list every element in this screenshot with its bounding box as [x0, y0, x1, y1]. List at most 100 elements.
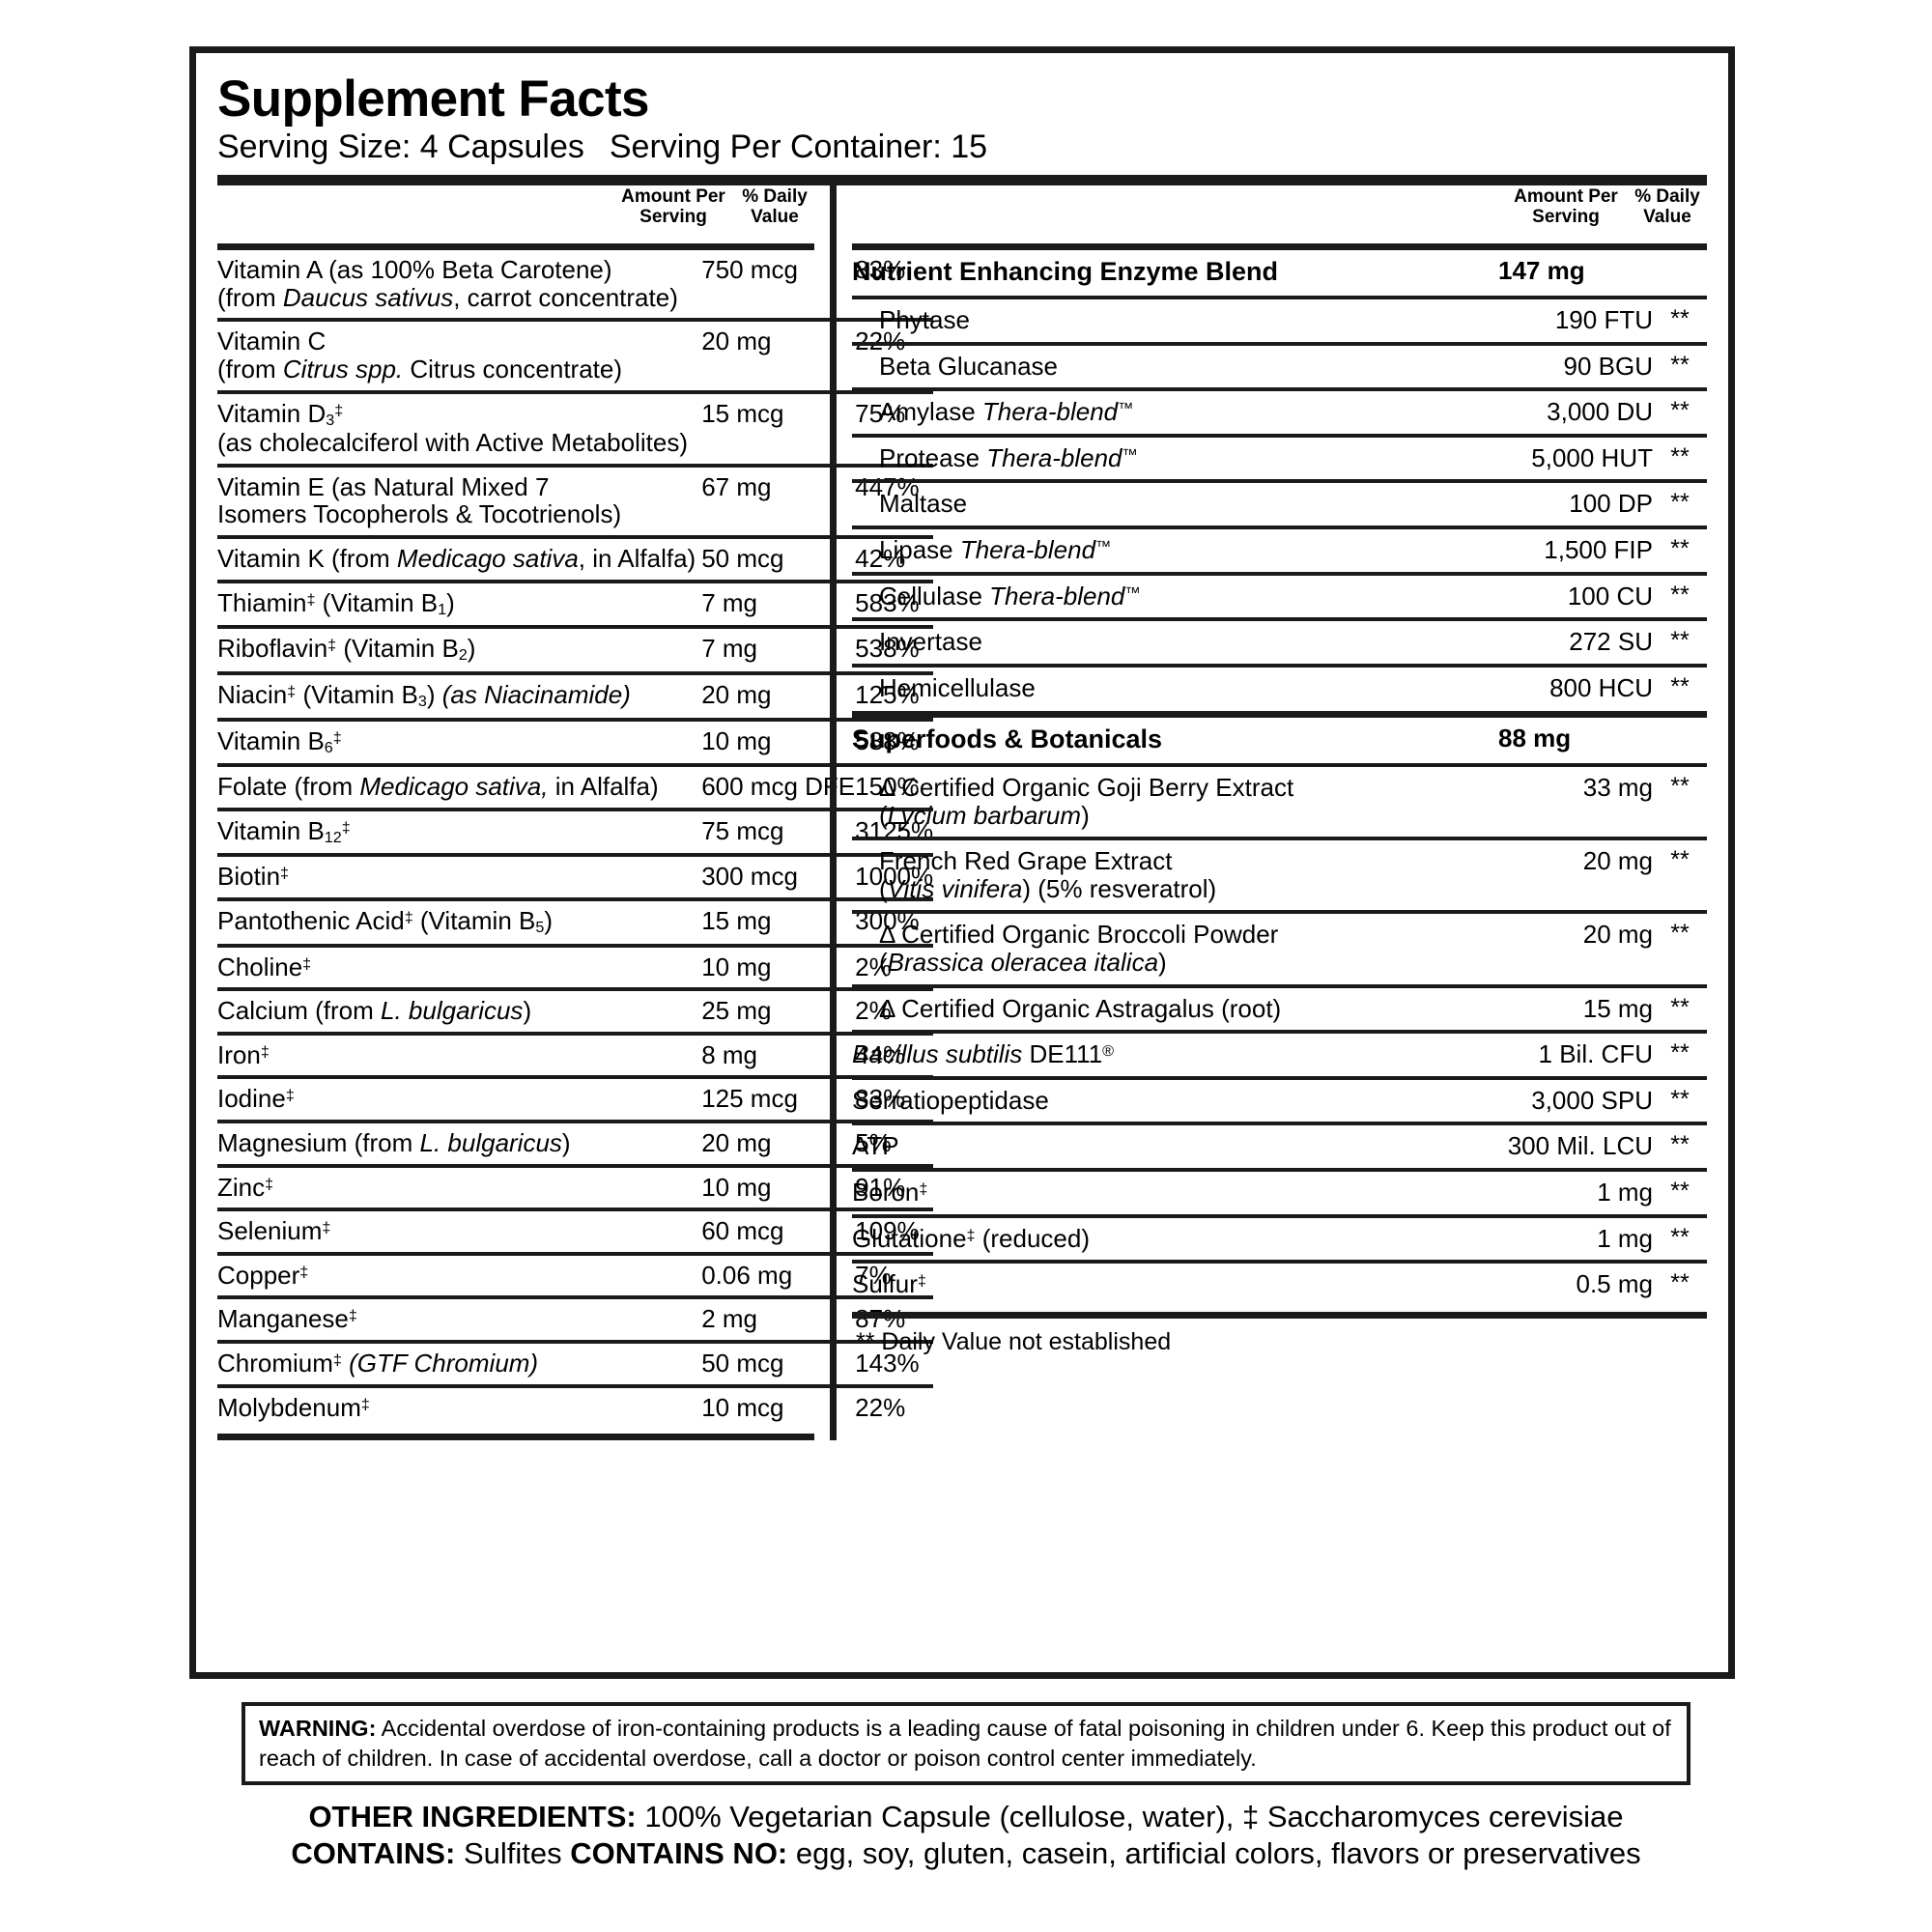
- row-divider: [852, 1213, 1707, 1218]
- table-row: Boron‡ 1 mg **: [852, 1171, 1707, 1215]
- table-row: Copper‡ 0.06 mg 7%: [217, 1255, 933, 1297]
- enzyme-dv: **: [1670, 304, 1690, 332]
- superfood-dv: **: [1670, 1269, 1690, 1297]
- row-divider: [852, 1075, 1707, 1080]
- superfood-dv: **: [1670, 1131, 1690, 1159]
- nutrient-amount: 300 mcg: [701, 862, 798, 892]
- other-ingredients-line: OTHER INGREDIENTS: 100% Vegetarian Capsu…: [0, 1799, 1932, 1835]
- row-divider: [852, 1030, 1707, 1035]
- enzyme-name: Lipase Thera-blend™: [879, 534, 1112, 564]
- superfood-name: Sulfur‡: [852, 1269, 926, 1299]
- table-row: Cellulase Thera-blend™ 100 CU **: [852, 575, 1707, 619]
- amount-per-serving-header: Amount Per Serving: [621, 186, 725, 227]
- row-divider: [217, 463, 934, 468]
- warning-line-1: Accidental overdose of iron-containing p…: [381, 1716, 1485, 1741]
- row-divider: [217, 1383, 934, 1388]
- other-ingredients-block: OTHER INGREDIENTS: 100% Vegetarian Capsu…: [0, 1799, 1932, 1872]
- row-divider: [217, 763, 934, 768]
- enzyme-amount: 5,000 HUT: [1531, 442, 1653, 472]
- nutrient-name: Choline‡: [217, 952, 312, 981]
- page-title: Supplement Facts: [217, 71, 649, 128]
- row-divider: [852, 387, 1707, 392]
- warning-text: WARNING: Accidental overdose of iron-con…: [259, 1714, 1673, 1773]
- other-ingredients-label: OTHER INGREDIENTS:: [308, 1800, 637, 1833]
- nutrient-dv: 22%: [855, 1392, 906, 1422]
- superfood-name: Δ Certified Organic Astragalus (root): [879, 993, 1282, 1023]
- nutrient-dv: 2%: [855, 952, 892, 981]
- nutrient-amount: 50 mcg: [701, 544, 784, 574]
- row-divider: [852, 837, 1707, 841]
- row-divider: [852, 910, 1707, 915]
- right-header-rule: [852, 243, 1707, 251]
- nutrient-name: Zinc‡: [217, 1172, 274, 1202]
- nutrient-amount: 10 mg: [701, 952, 772, 981]
- nutrient-name: Pantothenic Acid‡ (Vitamin B5): [217, 905, 553, 936]
- nutrient-name: Manganese‡: [217, 1304, 357, 1334]
- other-ingredients-text: 100% Vegetarian Capsule (cellulose, wate…: [644, 1800, 1624, 1833]
- row-divider: [852, 295, 1707, 299]
- enzyme-dv: **: [1670, 442, 1690, 470]
- amount-per-serving-header: Amount Per Serving: [1514, 186, 1618, 227]
- table-row: Sulfur‡ 0.5 mg **: [852, 1264, 1707, 1306]
- table-row: Protease Thera-blend™ 5,000 HUT **: [852, 437, 1707, 481]
- table-row: Choline‡ 10 mg 2%: [217, 947, 933, 989]
- superfood-dv: **: [1670, 1039, 1690, 1067]
- superfood-dv: **: [1670, 1085, 1690, 1113]
- table-row: ATP 300 Mil. LCU **: [852, 1125, 1707, 1170]
- warning-label: WARNING:: [259, 1716, 377, 1741]
- nutrient-amount: 67 mg: [701, 471, 772, 501]
- nutrient-dv: 42%: [855, 544, 906, 574]
- table-row: Amylase Thera-blend™ 3,000 DU **: [852, 391, 1707, 436]
- nutrient-amount: 20 mg: [701, 679, 772, 709]
- superfood-amount: 1 Bil. CFU: [1538, 1039, 1653, 1069]
- table-row: Manganese‡ 2 mg 87%: [217, 1299, 933, 1342]
- nutrient-dv: 87%: [855, 1304, 906, 1334]
- superfoods-top-rule: [852, 711, 1707, 719]
- nutrient-name: Iodine‡: [217, 1084, 295, 1114]
- enzyme-blend-total: 147 mg: [1498, 256, 1585, 286]
- nutrient-name: Copper‡: [217, 1260, 309, 1290]
- table-row: Serratiopeptidase 3,000 SPU **: [852, 1079, 1707, 1123]
- nutrient-dv: 83%: [855, 1084, 906, 1114]
- row-divider: [852, 762, 1707, 767]
- superfood-name: ATP: [852, 1131, 899, 1161]
- row-divider: [217, 943, 934, 948]
- row-divider: [217, 896, 934, 901]
- table-row: Vitamin C (from Citrus spp. Citrus conce…: [217, 322, 933, 391]
- nutrient-dv: 83%: [855, 255, 906, 285]
- table-row: Riboflavin‡ (Vitamin B2) 7 mg 538%: [217, 629, 933, 673]
- enzyme-name: Hemicellulase: [879, 672, 1036, 702]
- nutrient-name: Folate (from Medicago sativa, in Alfalfa…: [217, 772, 659, 802]
- daily-value-header: % Daily Value: [1634, 186, 1700, 227]
- row-divider: [852, 341, 1707, 346]
- nutrient-amount: 20 mg: [701, 327, 772, 356]
- table-row: Vitamin E (as Natural Mixed 7 Isomers To…: [217, 467, 933, 536]
- nutrient-amount: 10 mcg: [701, 1392, 784, 1422]
- superfood-amount: 300 Mil. LCU: [1507, 1131, 1653, 1161]
- enzyme-amount: 3,000 DU: [1547, 397, 1653, 427]
- enzyme-blend-dv: [1653, 250, 1707, 297]
- contains-text: Sulfites: [463, 1835, 562, 1870]
- nutrient-dv: 150%: [855, 772, 920, 802]
- nutrient-dv: 125%: [855, 679, 920, 709]
- row-divider: [217, 1075, 934, 1080]
- enzyme-amount: 100 DP: [1569, 489, 1653, 519]
- nutrient-name: Selenium‡: [217, 1216, 331, 1246]
- table-row: Δ Certified Organic Broccoli Powder (Bra…: [852, 914, 1707, 985]
- row-divider: [852, 479, 1707, 484]
- nutrient-name: Vitamin B12‡: [217, 815, 351, 846]
- enzyme-amount: 800 HCU: [1549, 672, 1653, 702]
- superfoods-dv: [1653, 718, 1707, 764]
- table-row: Vitamin K (from Medicago sativa, in Alfa…: [217, 539, 933, 582]
- superfood-dv: **: [1670, 846, 1690, 874]
- nutrient-dv: 447%: [855, 471, 920, 501]
- nutrient-dv: 1000%: [855, 862, 934, 892]
- superfoods-total: 88 mg: [1498, 724, 1572, 753]
- left-bottom-rule: [217, 1434, 814, 1441]
- table-row: Selenium‡ 60 mcg 109%: [217, 1211, 933, 1254]
- warning-line-2: this product out of reach of children. I…: [259, 1716, 1671, 1771]
- enzyme-amount: 272 SU: [1569, 627, 1653, 657]
- row-divider: [852, 1260, 1707, 1264]
- row-divider: [217, 1295, 934, 1300]
- enzyme-blend-table: Nutrient Enhancing Enzyme Blend 147 mg P…: [852, 250, 1707, 709]
